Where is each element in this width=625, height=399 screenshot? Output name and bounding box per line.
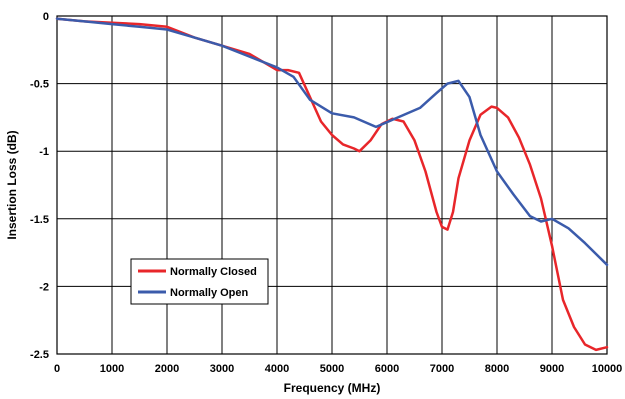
x-tick-label: 5000 (320, 363, 344, 375)
plot-area (56, 15, 608, 355)
x-tick-label: 3000 (210, 363, 234, 375)
y-tick-label: -0.5 (30, 79, 49, 91)
y-tick-label: -2.5 (30, 349, 49, 361)
x-tick-label: 4000 (265, 363, 289, 375)
legend-label-normally-open: Normally Open (170, 287, 249, 299)
x-tick-label: 1000 (100, 363, 124, 375)
y-tick-label: -1.5 (30, 214, 49, 226)
x-tick-label: 7000 (430, 363, 454, 375)
x-axis-title: Frequency (MHz) (284, 381, 381, 395)
y-axis-tick-labels: 0 -0.5 -1 -1.5 -2 -2.5 (30, 11, 49, 361)
series-line-normally-closed (55, 17, 609, 352)
x-tick-label: 8000 (485, 363, 509, 375)
legend-label-normally-closed: Normally Closed (170, 266, 257, 278)
x-tick-label: 0 (54, 363, 60, 375)
y-tick-label: 0 (43, 11, 49, 23)
y-tick-label: -2 (39, 281, 49, 293)
x-tick-label: 6000 (375, 363, 399, 375)
x-tick-label: 9000 (540, 363, 564, 375)
x-tick-label: 2000 (155, 363, 179, 375)
y-tick-label: -1 (39, 146, 49, 158)
y-axis-title: Insertion Loss (dB) (5, 130, 19, 239)
x-tick-label: 10000 (592, 363, 623, 375)
legend: Normally Closed Normally Open (130, 258, 269, 305)
legend-box (130, 258, 269, 305)
series-line-normally-open (55, 17, 609, 267)
series-lines (55, 17, 609, 352)
x-axis-tick-labels: 0 1000 2000 3000 4000 5000 6000 7000 8000 9000 100… (54, 363, 622, 375)
